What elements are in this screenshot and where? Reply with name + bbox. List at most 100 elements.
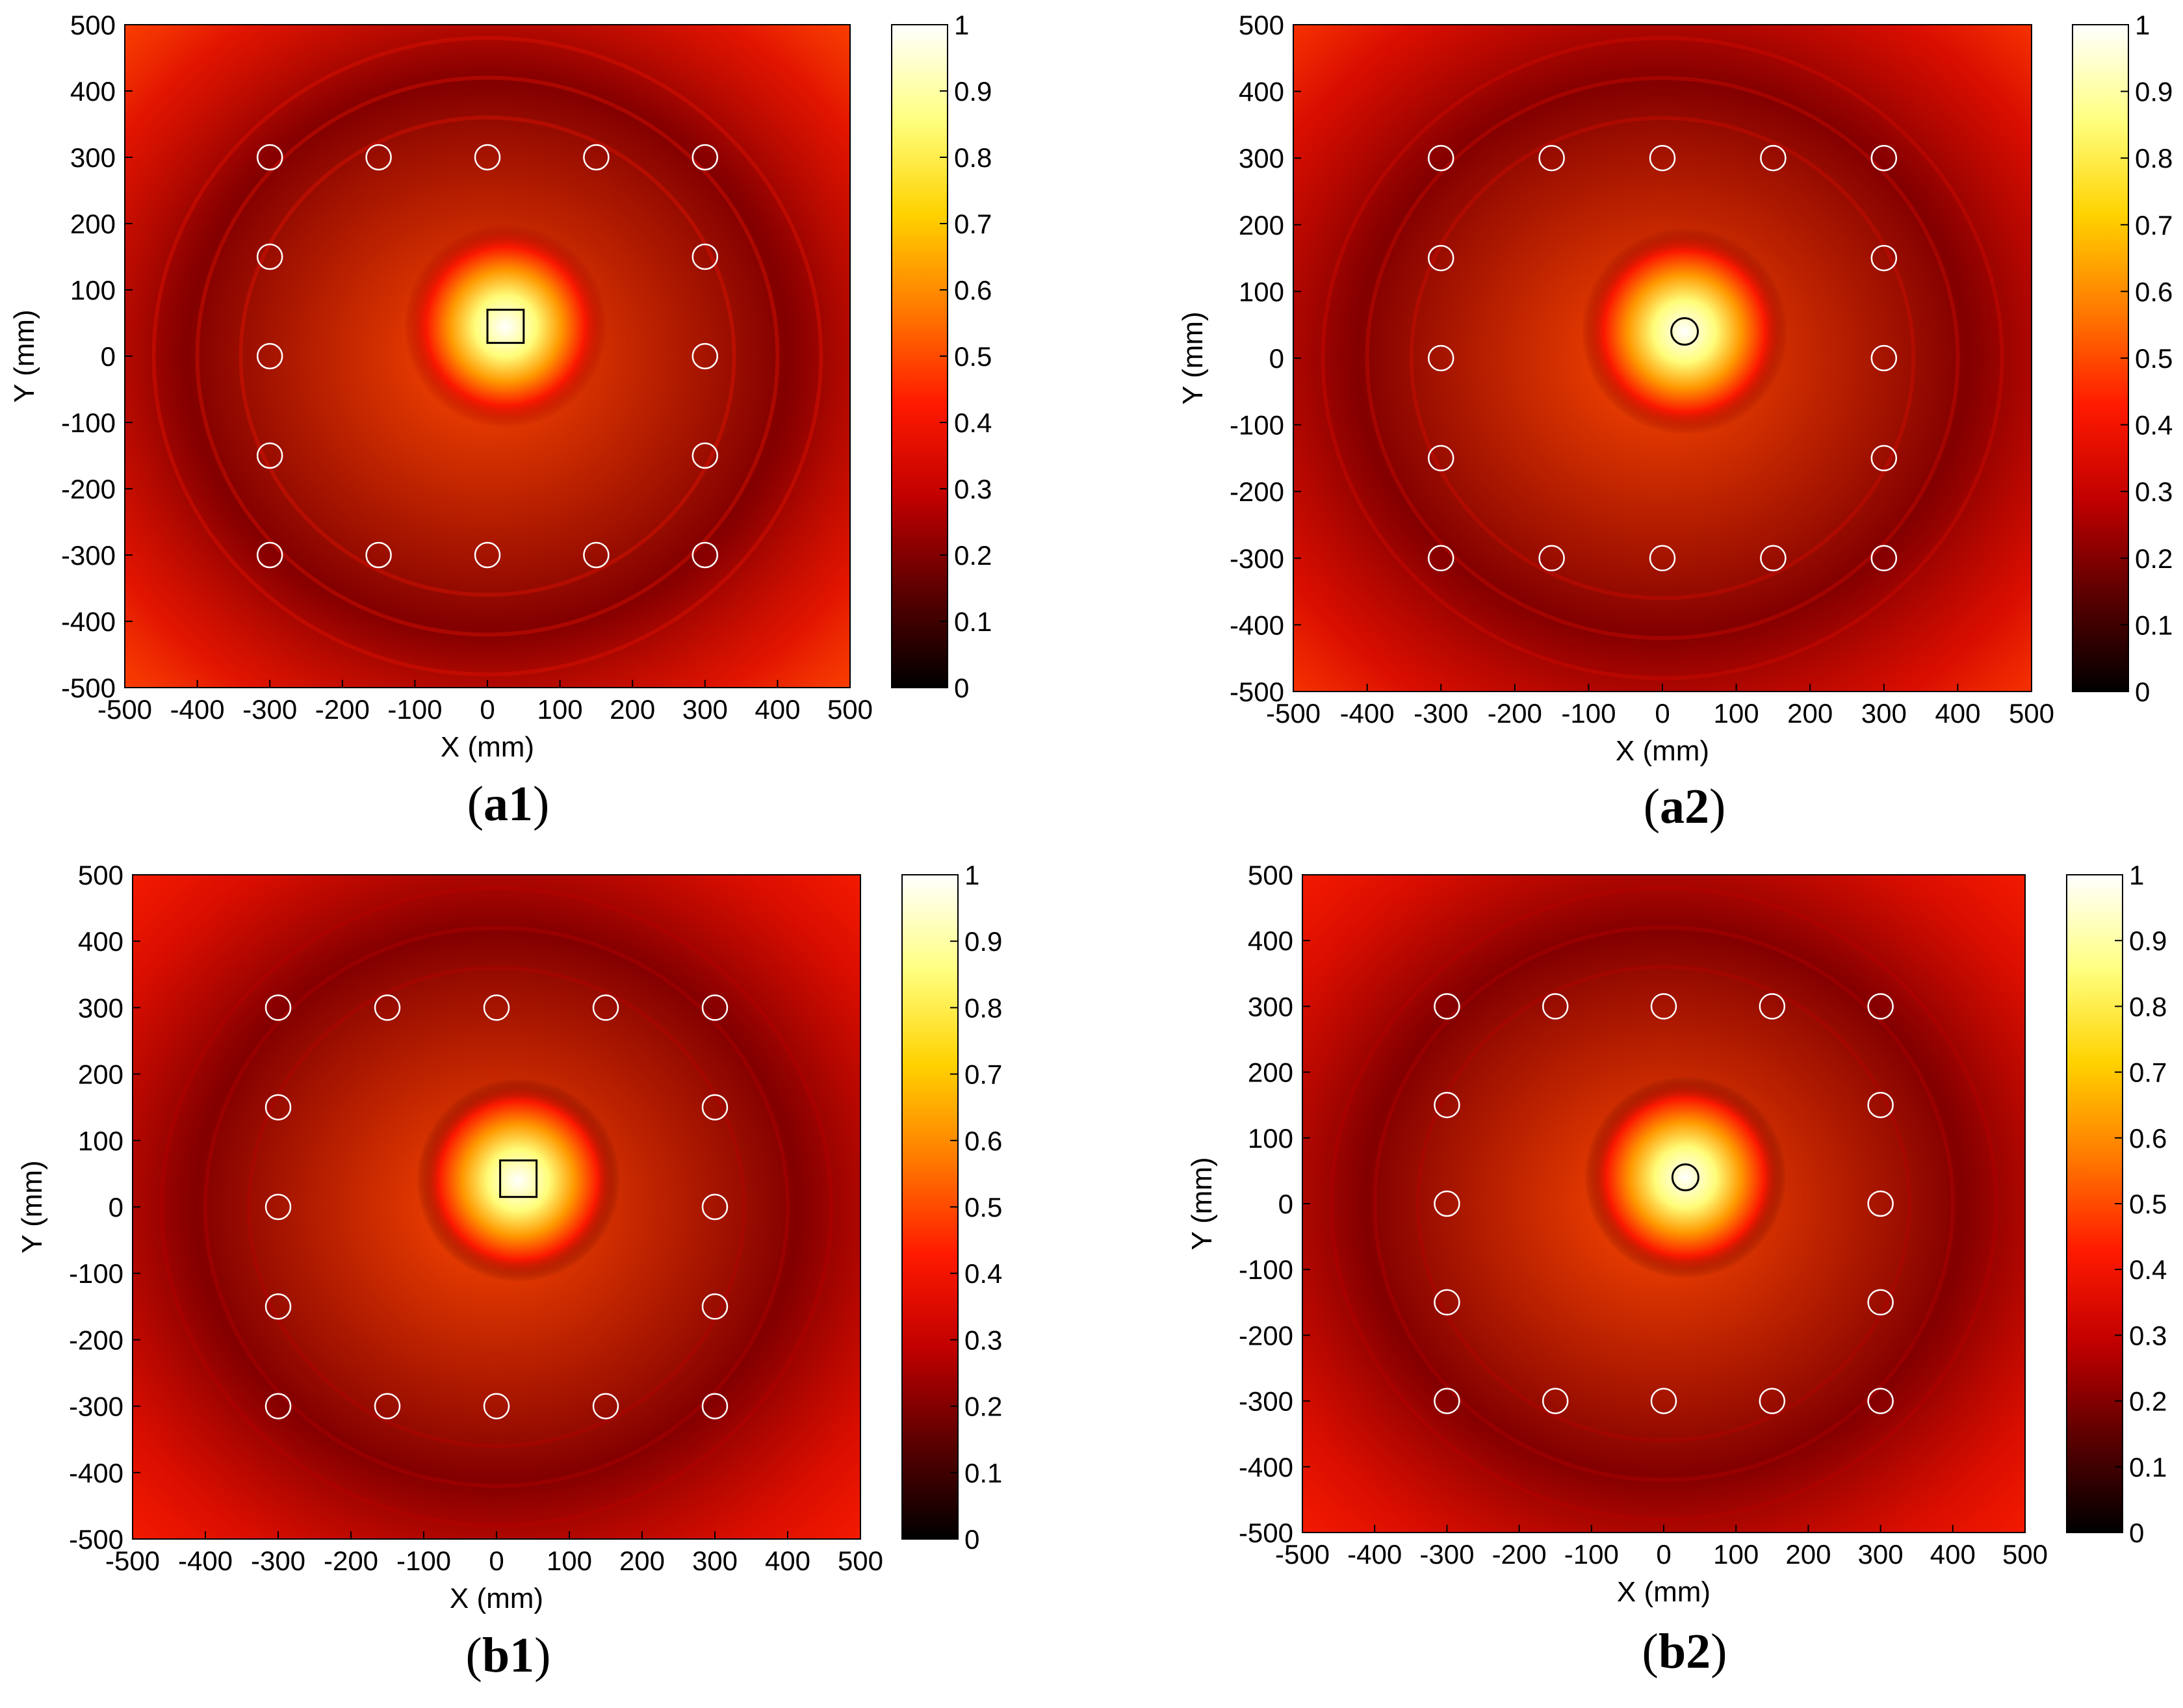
wavefront-ring: [159, 886, 834, 1528]
sensor-marker: [1867, 1289, 1894, 1316]
sensor-marker: [691, 243, 719, 270]
damage-hotspot: [416, 1078, 621, 1282]
sensor-marker: [701, 994, 729, 1021]
colorbar-tick-label: 0.8: [2135, 143, 2173, 174]
sensor-marker: [256, 243, 283, 270]
x-tick-label: -300: [242, 694, 297, 725]
sensor-marker: [483, 994, 510, 1021]
panel-caption: (a1): [467, 777, 550, 831]
colorbar: [2066, 874, 2123, 1533]
colorbar-tick-label: 0.2: [964, 1391, 1002, 1422]
x-tick-label: -500: [105, 1546, 160, 1576]
x-tick-label: 300: [692, 1546, 738, 1576]
colorbar-tick-label: 0: [2129, 1518, 2144, 1548]
y-tick-label: 500: [1239, 10, 1284, 40]
y-tick-label: 400: [1239, 77, 1284, 107]
sensor-marker: [583, 541, 610, 569]
damage-hotspot: [1584, 1076, 1787, 1279]
heatmap-panel-b1: -500 -400 -300 -200 -100 0 100 200 300 400 5005004…: [16, 860, 1002, 1683]
sensor-marker: [1760, 545, 1787, 572]
sensor-marker: [691, 442, 719, 469]
heatmap-field: [133, 875, 860, 1539]
sensor-marker: [701, 1393, 729, 1419]
x-tick-label: -200: [324, 1546, 378, 1576]
colorbar-tick-label: 0.1: [2129, 1452, 2167, 1482]
y-tick-label: 100: [70, 275, 116, 305]
wavefront-ring: [195, 75, 780, 637]
wavefront-ring: [203, 925, 790, 1488]
sensor-marker: [1870, 545, 1898, 572]
sensor-marker: [265, 1293, 292, 1320]
heatmap-panel-a1: -500 -400 -300 -200 -100 0 100 200 300 400 5005004…: [8, 10, 992, 831]
sensor-marker: [1650, 1388, 1677, 1414]
panel-caption-letter: a2: [1660, 779, 1709, 834]
colorbar-tick-label: 0.8: [954, 142, 992, 173]
panel-caption-letter: b1: [482, 1628, 534, 1683]
sensor-marker: [374, 1393, 401, 1419]
colorbar-tick-label: 0.5: [954, 341, 992, 372]
x-tick-label: 0: [1655, 698, 1670, 729]
x-tick-label: -500: [1275, 1539, 1330, 1570]
colorbar-tick-label: 0.5: [2135, 343, 2173, 374]
y-tick-label: 500: [70, 10, 116, 40]
sensor-marker: [701, 1293, 729, 1320]
panel-caption-letter: a1: [484, 777, 533, 831]
wavefront-ring: [1365, 76, 1960, 640]
defect-outline: [486, 309, 525, 344]
sensor-marker: [691, 144, 719, 171]
colorbar-tick-label: 0.4: [2129, 1254, 2167, 1285]
y-tick-label: -200: [1230, 476, 1284, 507]
x-tick-label: 200: [619, 1546, 665, 1576]
panel-caption-letter: b2: [1659, 1624, 1711, 1679]
colorbar-tick-label: 0.6: [954, 275, 992, 305]
y-tick-label: -500: [1230, 677, 1284, 707]
x-tick-label: 100: [1714, 698, 1759, 729]
colorbar-tick-label: 0.9: [2129, 925, 2167, 956]
y-tick-label: -100: [1239, 1254, 1293, 1285]
wavefront-ring: [247, 966, 746, 1448]
x-tick-label: 400: [1935, 698, 1980, 729]
sensor-marker: [1538, 545, 1565, 572]
sensor-marker: [256, 144, 283, 171]
colorbar: [901, 874, 959, 1540]
colorbar: [2072, 24, 2129, 692]
y-tick-label: 300: [1239, 143, 1284, 174]
sensor-marker: [265, 1393, 292, 1419]
colorbar-tick-label: 0.4: [2135, 410, 2173, 441]
y-tick-label: 300: [1248, 991, 1293, 1022]
colorbar-tick-label: 0.1: [2135, 610, 2173, 640]
sensor-marker: [1538, 144, 1565, 172]
sensor-marker: [256, 343, 283, 370]
y-tick-label: -100: [61, 408, 116, 438]
sensor-marker: [1650, 993, 1677, 1020]
sensor-marker: [583, 144, 610, 171]
y-tick-label: 300: [70, 142, 116, 173]
x-tick-label: 500: [827, 694, 873, 725]
sensor-marker: [1867, 1091, 1894, 1119]
x-tick-label: 400: [1930, 1539, 1976, 1570]
sensor-marker: [265, 1193, 292, 1221]
sensor-marker: [1427, 545, 1454, 572]
sensor-marker: [701, 1094, 729, 1120]
colorbar-tick-label: 0.3: [964, 1325, 1002, 1355]
colorbar-tick-label: 0.9: [954, 76, 992, 107]
colorbar-tick-label: 0.1: [954, 606, 992, 637]
sensor-marker: [1427, 445, 1454, 472]
sensor-marker: [474, 144, 501, 171]
sensor-marker: [256, 541, 283, 569]
wavefront-ring: [151, 36, 823, 677]
colorbar-tick-label: 0.6: [2135, 276, 2173, 307]
colorbar-tick-label: 0.8: [964, 992, 1002, 1023]
sensor-marker: [1427, 144, 1454, 172]
y-tick-label: 0: [1278, 1189, 1293, 1219]
sensor-marker: [1870, 344, 1898, 372]
wavefront-ring: [1321, 36, 2004, 680]
y-tick-label: -300: [1230, 543, 1284, 574]
y-tick-label: -200: [61, 474, 116, 504]
heatmap-field: [1302, 875, 2025, 1533]
x-tick-label: -500: [1266, 698, 1321, 729]
x-tick-label: 100: [537, 694, 583, 725]
y-tick-label: 500: [78, 860, 123, 890]
colorbar-tick-label: 0.9: [964, 926, 1002, 957]
colorbar-tick-label: 0.5: [964, 1192, 1002, 1223]
